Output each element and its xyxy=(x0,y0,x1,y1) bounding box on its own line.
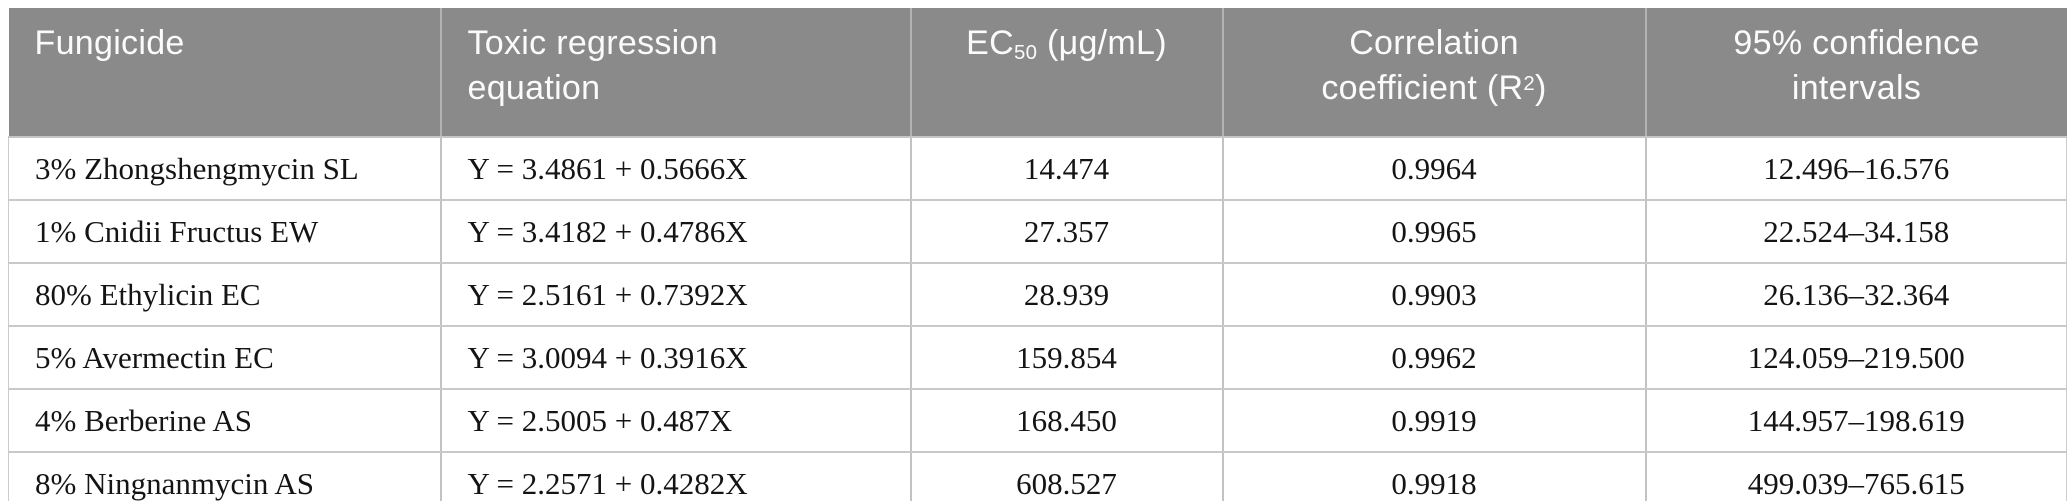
header-label-line1: 95% confidence xyxy=(1733,24,1980,62)
table-body: 3% Zhongshengmycin SL Y = 3.4861 + 0.566… xyxy=(8,137,2067,501)
table-row: 4% Berberine AS Y = 2.5005 + 0.487X 168.… xyxy=(8,389,2067,453)
header-subscript: 50 xyxy=(1013,42,1038,65)
cell-ci: 26.136–32.364 xyxy=(1644,263,2067,327)
table-row: 3% Zhongshengmycin SL Y = 3.4861 + 0.566… xyxy=(8,137,2067,201)
cell-fungicide: 3% Zhongshengmycin SL xyxy=(8,137,441,201)
cell-r2: 0.9965 xyxy=(1221,200,1646,264)
col-header-correlation-coefficient: Correlation coefficient (R2) xyxy=(1221,8,1646,138)
header-label-prefix: EC xyxy=(966,24,1014,62)
col-header-ec50: EC50 (μg/mL) xyxy=(909,8,1223,138)
cell-r2: 0.9962 xyxy=(1221,326,1646,390)
col-header-fungicide: Fungicide xyxy=(8,8,441,138)
table-row: 5% Avermectin EC Y = 3.0094 + 0.3916X 15… xyxy=(8,326,2067,390)
header-label-line1: Correlation xyxy=(1349,24,1519,62)
cell-fungicide: 5% Avermectin EC xyxy=(8,326,441,390)
fungicide-toxicity-table: Fungicide Toxic regression equation EC50… xyxy=(8,8,2067,501)
table-header: Fungicide Toxic regression equation EC50… xyxy=(8,8,2067,138)
cell-ec50: 14.474 xyxy=(909,137,1223,201)
cell-fungicide: 8% Ningnanmycin AS xyxy=(8,452,441,501)
col-header-toxic-regression-equation: Toxic regression equation xyxy=(439,8,911,138)
table-row: 80% Ethylicin EC Y = 2.5161 + 0.7392X 28… xyxy=(8,263,2067,327)
cell-ec50: 168.450 xyxy=(909,389,1223,453)
cell-equation: Y = 2.5161 + 0.7392X xyxy=(439,263,911,327)
cell-equation: Y = 3.4182 + 0.4786X xyxy=(439,200,911,264)
cell-fungicide: 4% Berberine AS xyxy=(8,389,441,453)
header-label-suffix: (μg/mL) xyxy=(1037,24,1167,62)
cell-equation: Y = 3.0094 + 0.3916X xyxy=(439,326,911,390)
cell-ec50: 27.357 xyxy=(909,200,1223,264)
cell-ec50: 28.939 xyxy=(909,263,1223,327)
cell-fungicide: 1% Cnidii Fructus EW xyxy=(8,200,441,264)
cell-equation: Y = 2.2571 + 0.4282X xyxy=(439,452,911,501)
cell-ec50: 608.527 xyxy=(909,452,1223,501)
cell-ci: 499.039–765.615 xyxy=(1644,452,2067,501)
cell-r2: 0.9919 xyxy=(1221,389,1646,453)
cell-ci: 12.496–16.576 xyxy=(1644,137,2067,201)
col-header-confidence-intervals: 95% confidence intervals xyxy=(1644,8,2067,138)
cell-equation: Y = 2.5005 + 0.487X xyxy=(439,389,911,453)
cell-r2: 0.9964 xyxy=(1221,137,1646,201)
header-label-line1: Toxic regression xyxy=(467,24,718,62)
header-label-line2: coefficient (R xyxy=(1321,68,1524,107)
header-superscript: 2 xyxy=(1523,72,1535,95)
cell-ci: 22.524–34.158 xyxy=(1644,200,2067,264)
cell-r2: 0.9918 xyxy=(1221,452,1646,501)
header-label: Fungicide xyxy=(34,24,185,62)
table-row: 8% Ningnanmycin AS Y = 2.2571 + 0.4282X … xyxy=(8,452,2067,501)
header-row: Fungicide Toxic regression equation EC50… xyxy=(8,8,2067,138)
cell-ci: 124.059–219.500 xyxy=(1644,326,2067,390)
cell-r2: 0.9903 xyxy=(1221,263,1646,327)
header-label-close: ) xyxy=(1535,68,1547,107)
cell-fungicide: 80% Ethylicin EC xyxy=(8,263,441,327)
cell-equation: Y = 3.4861 + 0.5666X xyxy=(439,137,911,201)
header-label-line2: intervals xyxy=(1791,68,1922,107)
table-row: 1% Cnidii Fructus EW Y = 3.4182 + 0.4786… xyxy=(8,200,2067,264)
header-label-line2: equation xyxy=(467,68,601,107)
cell-ci: 144.957–198.619 xyxy=(1644,389,2067,453)
cell-ec50: 159.854 xyxy=(909,326,1223,390)
